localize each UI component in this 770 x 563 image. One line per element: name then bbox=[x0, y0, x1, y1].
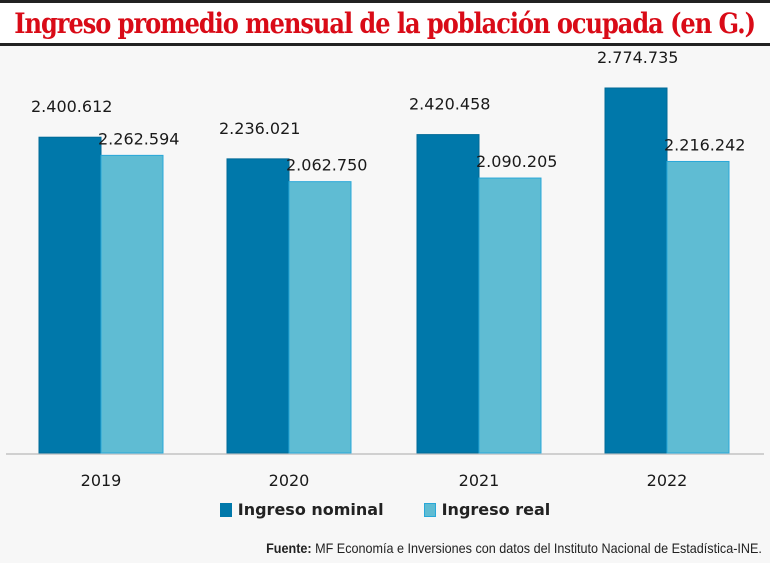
bar-nominal-2021 bbox=[416, 134, 480, 454]
x-tick-2022: 2022 bbox=[647, 471, 688, 490]
legend-swatch-real bbox=[423, 502, 436, 517]
legend: Ingreso nominal Ingreso real bbox=[0, 500, 770, 519]
value-label-nominal-2021: 2.420.458 bbox=[409, 95, 490, 114]
source-note: Fuente: MF Economía e Inversiones con da… bbox=[266, 540, 762, 556]
value-label-real-2022: 2.216.242 bbox=[664, 135, 745, 154]
bar-nominal-2020 bbox=[226, 158, 290, 454]
title-bar: Ingreso promedio mensual de la población… bbox=[0, 0, 770, 46]
x-tick-2019: 2019 bbox=[81, 471, 122, 490]
value-label-nominal-2020: 2.236.021 bbox=[219, 119, 300, 138]
bar-nominal-2022 bbox=[604, 87, 668, 454]
value-label-nominal-2019: 2.400.612 bbox=[31, 97, 112, 116]
value-label-nominal-2022: 2.774.735 bbox=[597, 48, 678, 67]
x-tick-2021: 2021 bbox=[459, 471, 500, 490]
bar-real-2022 bbox=[666, 160, 730, 454]
bar-nominal-2019 bbox=[38, 136, 102, 454]
source-text: MF Economía e Inversiones con datos del … bbox=[315, 540, 762, 556]
bar-real-2020 bbox=[288, 181, 352, 454]
legend-label-real: Ingreso real bbox=[441, 500, 551, 519]
value-label-real-2020: 2.062.750 bbox=[286, 156, 367, 175]
legend-item-real: Ingreso real bbox=[423, 500, 551, 519]
source-label: Fuente: bbox=[266, 540, 312, 556]
bar-real-2019 bbox=[100, 154, 164, 454]
value-label-real-2021: 2.090.205 bbox=[476, 152, 557, 171]
chart-title: Ingreso promedio mensual de la población… bbox=[14, 6, 757, 40]
legend-item-nominal: Ingreso nominal bbox=[219, 500, 384, 519]
x-tick-2020: 2020 bbox=[269, 471, 310, 490]
legend-label-nominal: Ingreso nominal bbox=[237, 500, 384, 519]
value-label-real-2019: 2.262.594 bbox=[98, 129, 179, 148]
bar-real-2021 bbox=[478, 177, 542, 454]
legend-swatch-nominal bbox=[219, 502, 232, 517]
bar-chart: 2.400.612 2.262.594 2019 2.236.021 2.062.750… bbox=[6, 48, 764, 490]
